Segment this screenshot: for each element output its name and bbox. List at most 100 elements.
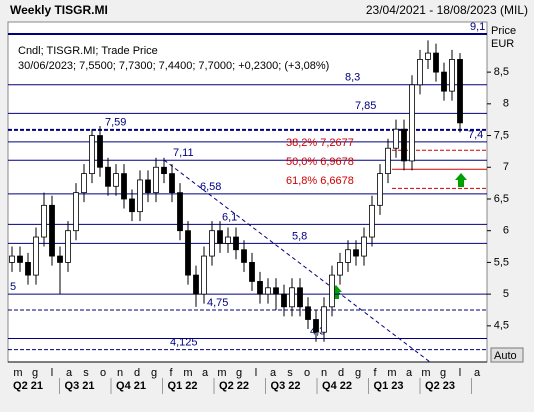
level-label: 5,8 <box>292 230 307 242</box>
level-label: 6,1 <box>222 211 237 223</box>
month-label: l <box>255 367 257 379</box>
info-line: Cndl; TISGR.MI; Trade Price <box>18 45 158 57</box>
month-label: n <box>321 367 327 379</box>
month-label: s <box>287 367 293 379</box>
level-label: 9,1 <box>470 21 485 33</box>
candle-body <box>185 230 191 276</box>
y-tick-label: 5,5 <box>494 256 509 268</box>
month-label: f <box>373 367 377 379</box>
candle-body <box>321 306 327 333</box>
candle-body <box>457 59 463 124</box>
fib-label: 61,8% 6,6678 <box>286 175 354 187</box>
candle-body <box>265 287 271 295</box>
up-arrow <box>455 173 467 187</box>
candle-body <box>49 204 55 257</box>
y-tick-label: 7 <box>503 161 509 173</box>
month-label: m <box>421 367 430 379</box>
candle-body <box>233 236 239 251</box>
candle-body <box>153 166 159 194</box>
candle-body <box>425 52 431 60</box>
candle-body <box>209 230 215 257</box>
candle-body <box>297 287 303 308</box>
month-label: m <box>183 367 192 379</box>
month-label: g <box>355 367 361 379</box>
candle-body <box>393 128 399 149</box>
candle-body <box>441 71 447 92</box>
month-label: n <box>117 367 123 379</box>
candle-body <box>97 135 103 168</box>
month-label: a <box>406 367 413 379</box>
candle-body <box>113 173 119 187</box>
y-tick-label: 8 <box>503 98 509 110</box>
candle-body <box>345 249 351 263</box>
month-label: l <box>459 367 461 379</box>
y-tick-label: 4,5 <box>494 320 509 332</box>
candle-body <box>361 236 367 257</box>
candle-body <box>305 306 311 320</box>
quarter-label: Q1 23 <box>374 380 404 392</box>
month-label: g <box>151 367 157 379</box>
month-label: g <box>440 367 446 379</box>
candle-body <box>105 166 111 187</box>
month-label: f <box>169 367 173 379</box>
candle-body <box>273 287 279 295</box>
y-tick-label: 8,5 <box>494 66 509 78</box>
candle-body <box>177 192 183 232</box>
month-label: o <box>100 367 106 379</box>
auto-button-label[interactable]: Auto <box>494 350 517 362</box>
candle-body <box>313 319 319 333</box>
candle-body <box>281 293 287 308</box>
month-label: a <box>66 367 73 379</box>
month-label: s <box>83 367 89 379</box>
candle-body <box>369 204 375 238</box>
auto-button[interactable] <box>490 347 524 363</box>
month-label: l <box>51 367 53 379</box>
fib-label: 50,0% 6,9678 <box>286 156 354 168</box>
candle-body <box>193 274 199 295</box>
candle-body <box>89 135 95 175</box>
y-tick-label: 6,5 <box>494 193 509 205</box>
candle-body <box>409 84 415 162</box>
candle-body <box>65 230 71 263</box>
level-label: 7,85 <box>355 100 376 112</box>
quarter-label: Q4 22 <box>322 380 352 392</box>
candle-body <box>41 204 47 238</box>
quarter-label: Q2 21 <box>13 380 43 392</box>
quarter-label: Q2 22 <box>219 380 249 392</box>
y-tick-label: 7,5 <box>494 129 509 141</box>
date-range: 23/04/2021 - 18/08/2023 (MIL) <box>366 3 528 17</box>
candle-body <box>145 179 151 194</box>
candle-body <box>201 255 207 295</box>
month-label: m <box>387 367 396 379</box>
info-line: 30/06/2023; 7,5500; 7,7300; 7,4400; 7,70… <box>18 60 329 72</box>
month-label: o <box>304 367 310 379</box>
candle-body <box>449 59 455 92</box>
candle-body <box>25 262 31 276</box>
candle-body <box>57 255 63 263</box>
candle-body <box>289 287 295 308</box>
candle-body <box>401 128 407 162</box>
candle-body <box>81 173 87 194</box>
quarter-label: Q3 22 <box>271 380 301 392</box>
month-label: g <box>32 367 38 379</box>
level-label: 7,4 <box>468 129 483 141</box>
candle-body <box>353 249 359 257</box>
fib-label: 38,2% 7,2677 <box>286 137 354 149</box>
candle-body <box>217 230 223 244</box>
candle-body <box>121 173 127 200</box>
candle-body <box>433 52 439 73</box>
level-label: 4,75 <box>207 297 228 309</box>
candle-body <box>169 173 175 194</box>
quarter-label: Q2 23 <box>425 380 455 392</box>
candle-body <box>225 236 231 244</box>
candle-body <box>33 236 39 276</box>
candle-body <box>73 192 79 232</box>
month-label: m <box>217 367 226 379</box>
level-label: 8,3 <box>345 72 360 84</box>
level-label: 7,59 <box>105 117 126 129</box>
candle-body <box>417 59 423 86</box>
y-tick-label: 6 <box>503 225 509 237</box>
level-label: 7,11 <box>173 147 194 159</box>
